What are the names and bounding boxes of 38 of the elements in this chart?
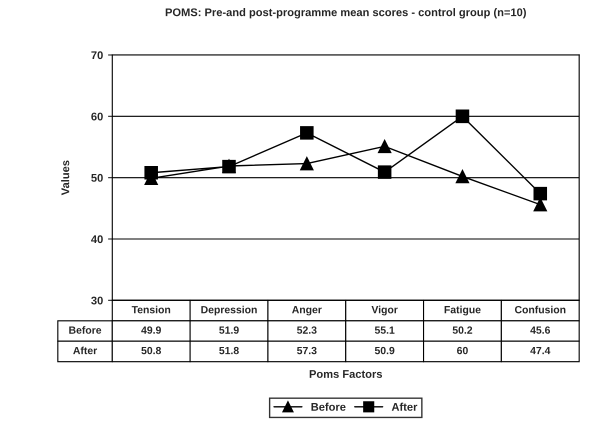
data-label: 57.3: [297, 346, 317, 354]
data-label: 55.1: [374, 326, 394, 334]
data-label: 49.9: [141, 326, 161, 334]
data-label: 52.3: [297, 326, 317, 334]
data-label: 45.6: [530, 326, 550, 334]
data-label: 50.2: [452, 326, 472, 334]
x-axis-title: Poms Factors: [310, 370, 382, 378]
x-tick-label: Vigor: [371, 306, 398, 316]
point: [300, 156, 314, 170]
data-label: 50.9: [374, 346, 394, 354]
data-label: 60: [457, 346, 468, 354]
y-tick-label: 40: [91, 235, 103, 244]
data-label: 51.8: [219, 346, 239, 354]
y-tick-label: 60: [91, 112, 103, 120]
x-tick-label: Confusion: [514, 306, 566, 314]
point: [144, 166, 158, 180]
text: Before: [69, 326, 102, 334]
x-tick-label: Tension: [132, 306, 170, 314]
y-tick-label: 70: [91, 51, 103, 60]
chart-title: POMS: Pre-and post-programme mean scores - control group (n=10): [166, 8, 526, 18]
legend-label: After: [392, 402, 418, 411]
x-tick-label: Fatigue: [444, 306, 481, 316]
data-label: 50.8: [141, 346, 162, 354]
point: [378, 165, 392, 179]
legend-label: Before: [311, 402, 346, 411]
point: [456, 110, 470, 124]
x-tick-label: Anger: [292, 306, 322, 316]
point: [534, 186, 548, 200]
y-axis-title: Values: [61, 160, 70, 196]
y-tick-label: 30: [91, 296, 103, 304]
x-tick-label: Depression: [201, 306, 257, 316]
data-label: 47.4: [530, 346, 550, 354]
point: [378, 140, 392, 154]
point: [300, 126, 314, 140]
data-label: 51.9: [219, 326, 239, 334]
y-tick-label: 50: [91, 174, 103, 182]
text: After: [73, 346, 98, 354]
point: [456, 170, 470, 184]
